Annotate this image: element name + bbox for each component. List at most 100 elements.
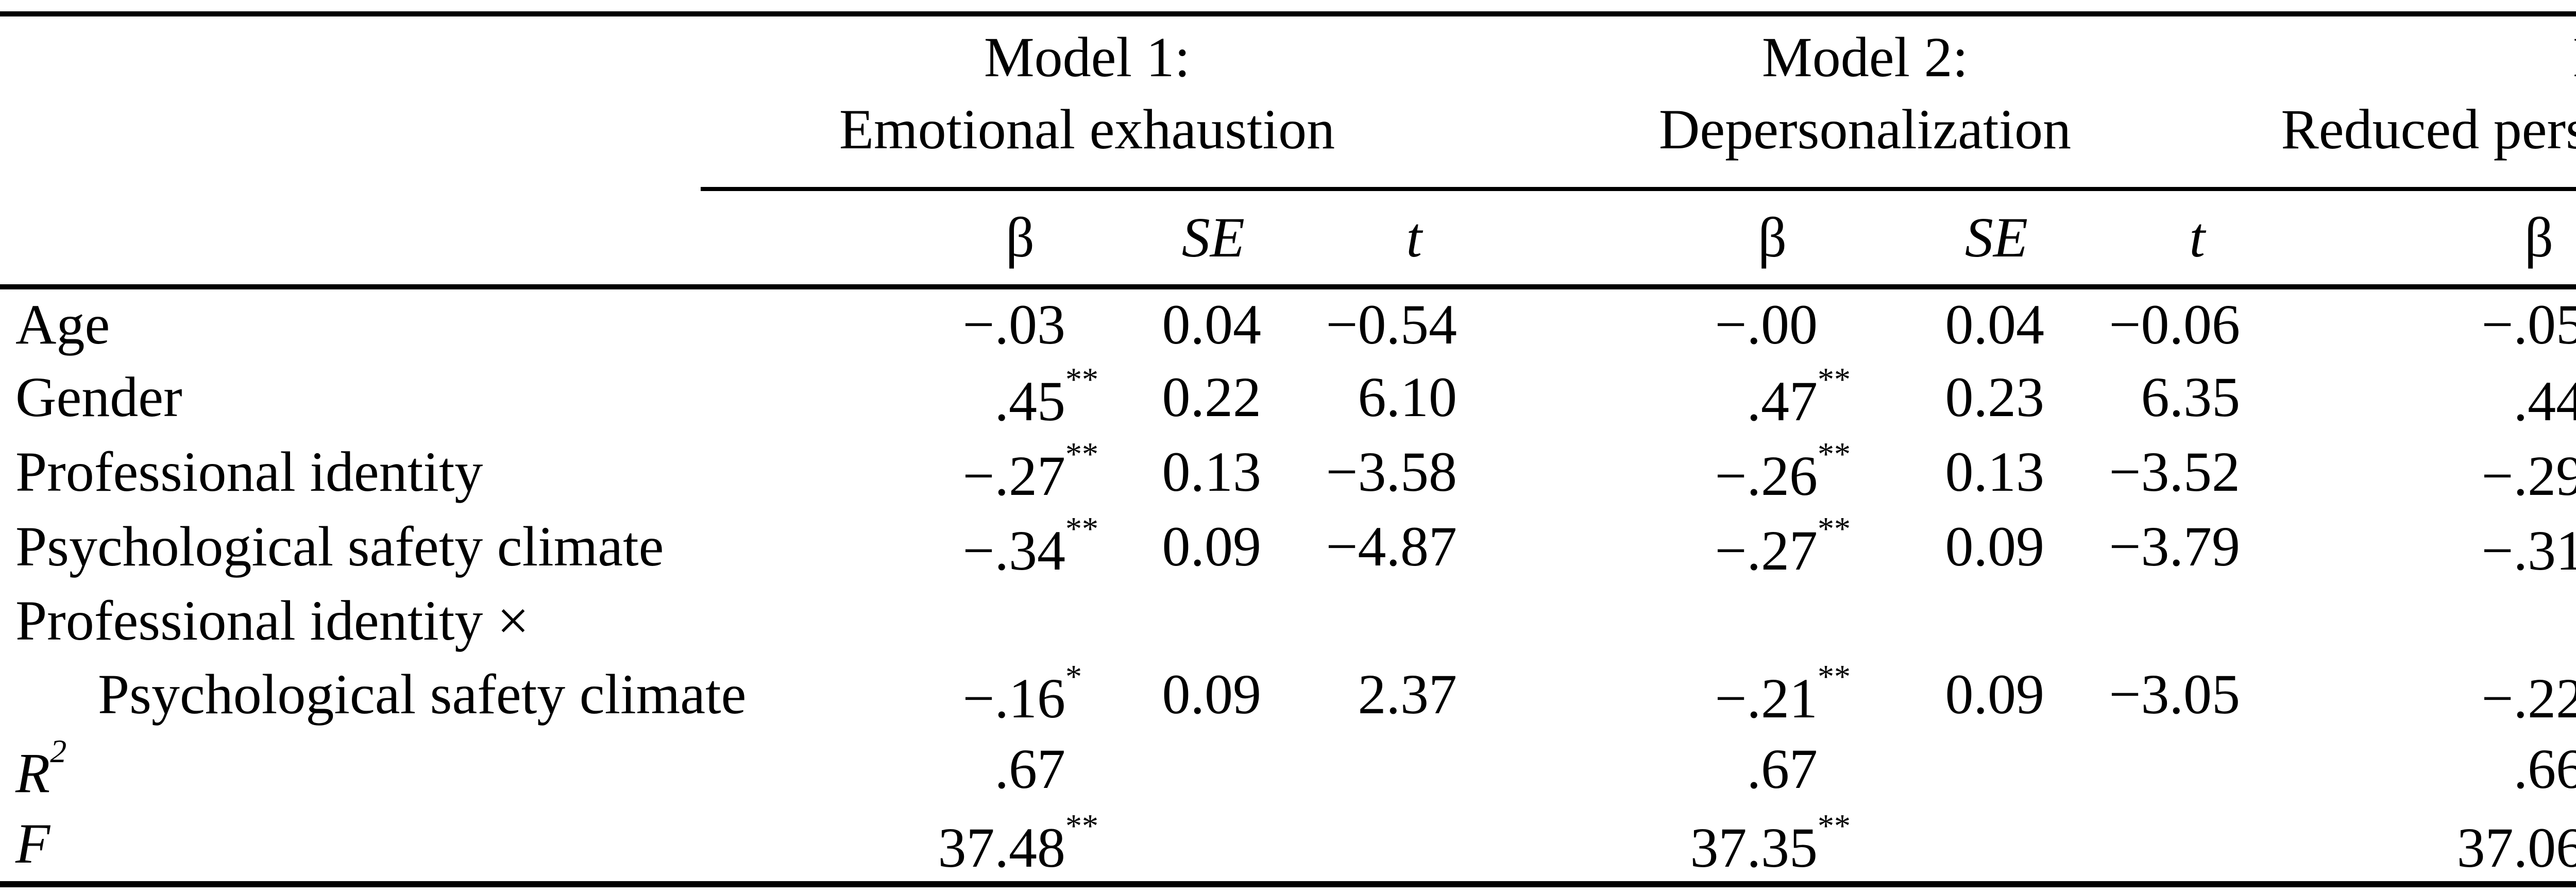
value-cell (1834, 806, 2061, 884)
value-cell: 0.13 (1834, 435, 2061, 509)
model2-t-header: t (2061, 189, 2257, 289)
row-label-text: R (15, 742, 50, 804)
table-row: F 37.48** 37.35** 37.06** (0, 806, 2576, 884)
value-cell: −.31** (2257, 509, 2576, 584)
value-cell (701, 584, 1082, 657)
value-cell: 6.10 (1278, 360, 1473, 435)
value-number: −3.58 (1326, 440, 1458, 503)
row-label: Professional identity (0, 435, 701, 509)
value-cell: .67 (701, 732, 1082, 806)
value-cell (1082, 806, 1278, 884)
table-row: Gender.45**0.226.10.47**0.236.35.44**0.2… (0, 360, 2576, 435)
value-cell (1082, 584, 1278, 657)
row-label: Age (0, 287, 701, 360)
value-cell: 0.04 (1082, 287, 1278, 360)
model3-title: Model 3: (2257, 21, 2576, 93)
value-number: −.29 (2481, 444, 2576, 507)
model2-header: Model 2: Depersonalization (1473, 14, 2257, 191)
value-number: −.26 (1715, 444, 1818, 507)
table-row: Age−.030.04−0.54−.000.04−0.06−.050.04−0.… (0, 287, 2576, 360)
value-number: −4.87 (1326, 515, 1458, 578)
value-number: −.27 (1715, 519, 1818, 582)
value-number: 0.09 (1945, 663, 2045, 726)
value-number: −.16 (962, 667, 1065, 730)
value-number: 6.35 (2141, 366, 2241, 428)
value-number: −0.06 (2109, 293, 2241, 356)
stat-corner-cell (0, 189, 701, 289)
row-label: F (0, 806, 701, 884)
value-cell: .67 (1473, 732, 1834, 806)
value-cell: −.34** (962, 510, 1098, 582)
model1-header: Model 1: Emotional exhaustion (701, 14, 1474, 191)
value-number: −.22 (2481, 667, 2576, 730)
stat-header-row: β SE t β SE t β SE t (0, 189, 2576, 289)
value-number: 0.09 (1945, 515, 2045, 578)
corner-cell (0, 14, 701, 189)
value-cell: .44** (2257, 360, 2576, 435)
value-cell: −3.52 (2061, 435, 2257, 509)
value-cell (1834, 732, 2061, 806)
value-cell (1082, 732, 1278, 806)
value-cell: −.29** (2257, 435, 2576, 509)
row-label: R2 (0, 732, 701, 806)
value-number: .67 (1747, 737, 1818, 800)
value-cell: 0.09 (1834, 657, 2061, 732)
value-cell: 0.23 (1834, 360, 2061, 435)
model2-beta-header: β (1473, 189, 1835, 289)
value-number: −.27 (962, 444, 1065, 507)
value-cell: 0.04 (1834, 287, 2061, 360)
value-cell: −0.06 (2061, 287, 2257, 360)
model3-header: Model 3: Reduced personal accomplishment (2257, 14, 2576, 191)
value-number: 37.48 (938, 816, 1066, 879)
value-cell: −.21** (1715, 658, 1851, 730)
value-number: 0.13 (1945, 440, 2045, 503)
value-number: .44 (2513, 370, 2576, 433)
value-cell: −.27** (1715, 510, 1851, 582)
value-cell (2061, 584, 2257, 657)
value-cell: 37.48** (938, 807, 1099, 879)
value-cell: −4.87 (1278, 509, 1473, 584)
row-label-text: Gender (15, 366, 182, 428)
table-body: Age−.030.04−0.54−.000.04−0.06−.050.04−0.… (0, 287, 2576, 884)
table-row: Psychological safety climate −.34** 0.09 −4… (0, 509, 2576, 584)
table-header: Model 1: Emotional exhaustion Model 2: D… (0, 14, 2576, 289)
model-header-row: Model 1: Emotional exhaustion Model 2: D… (0, 14, 2576, 191)
value-cell: 0.09 (1082, 657, 1278, 732)
value-cell: .47** (1747, 361, 1851, 433)
table-row: R2 .67 .67 .66 (0, 732, 2576, 806)
value-cell (1278, 584, 1473, 657)
value-number: .66 (2513, 737, 2576, 800)
model1-se-header: SE (1082, 189, 1278, 289)
value-cell: −.05 (2257, 287, 2576, 360)
value-cell: 0.13 (1082, 435, 1278, 509)
value-number: −.21 (1715, 667, 1818, 730)
value-cell: −3.58 (1278, 435, 1473, 509)
value-cell (2061, 806, 2257, 884)
value-cell: 2.37 (1278, 657, 1473, 732)
value-cell: −.03 (701, 287, 1082, 360)
value-cell (1834, 584, 2061, 657)
value-cell: −.22** (2257, 657, 2576, 732)
value-cell (2257, 584, 2576, 657)
row-label: Psychological safety climate (0, 509, 701, 584)
table-row: Psychological safety climate −.16* 0.09 2.3… (0, 657, 2576, 732)
row-label-text: Age (15, 293, 110, 356)
value-cell (1278, 806, 1473, 884)
row-label-superscript: 2 (50, 733, 67, 769)
row-label: Gender (0, 360, 701, 435)
value-cell: 6.35 (2061, 360, 2257, 435)
value-number: 0.23 (1945, 366, 2045, 428)
table-row: Professional identity × (0, 584, 2576, 657)
model1-title: Model 1: (984, 26, 1191, 89)
value-cell (2061, 732, 2257, 806)
value-cell: 0.22 (1082, 360, 1278, 435)
value-number: 0.04 (1945, 293, 2045, 356)
model1-subtitle: Emotional exhaustion (839, 98, 1335, 161)
value-number: .47 (1747, 370, 1818, 433)
model2-se-header: SE (1834, 189, 2061, 289)
value-number: 0.09 (1162, 515, 1262, 578)
value-number: −.34 (962, 519, 1065, 582)
value-cell: 0.09 (1082, 509, 1278, 584)
value-cell: 0.09 (1834, 509, 2061, 584)
